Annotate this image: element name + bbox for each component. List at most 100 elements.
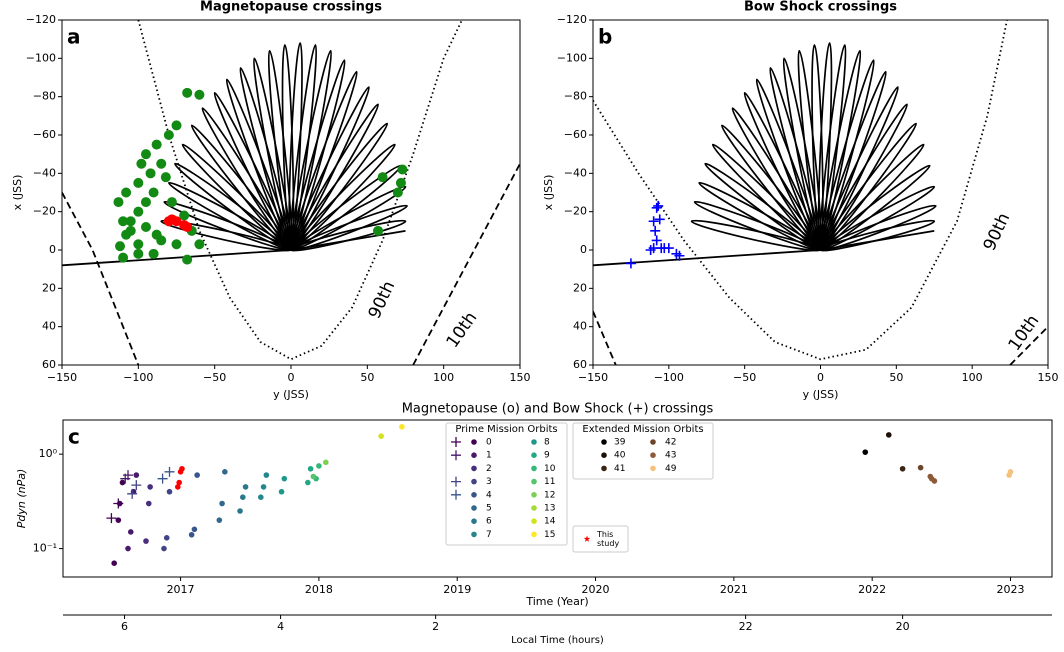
crossing-point [133,472,140,478]
x-axis-label: y (JSS) [273,388,309,401]
y-tick-label: −100 [557,51,587,64]
crossing-marker [121,187,132,198]
legend-label: 5 [486,504,492,514]
crossing-marker [654,214,665,225]
crossing-marker [171,239,182,250]
legend-marker [471,478,477,485]
crossing-point [260,484,267,490]
crossing-marker [182,254,193,265]
x-tick-label: 2020 [582,583,610,596]
crossing-marker [145,168,156,179]
legend-box [572,525,629,553]
boundary-curve [593,20,1008,361]
crossing-point [258,494,264,501]
bow-shock-point [131,480,142,491]
y-tick-label: −120 [26,13,56,26]
legend-title: Extended Mission Orbits [582,424,703,435]
crossing-point [179,465,185,472]
crossing-point [885,432,892,438]
crossing-point [310,473,317,480]
y-tick-label: 40 [42,320,56,333]
legend-plus [451,489,461,500]
x-tick-label: 2017 [167,583,195,596]
legend-label: 41 [614,464,625,474]
x-tick-label: 2022 [858,583,886,596]
legend-label: This study [597,530,620,548]
crossing-marker [674,250,685,261]
y-tick-label: −100 [26,51,56,64]
x-tick-label: −150 [47,371,77,384]
legend-label: 13 [544,504,555,514]
crossing-point [216,517,223,523]
crossing-point [219,500,225,507]
crossing-point [862,449,869,455]
y-axis-label: x (JSS) [11,175,24,211]
crossing-marker [650,225,661,236]
x-tick-label: 150 [510,371,531,384]
trajectory [593,229,935,267]
crossing-point [119,479,126,486]
boundary-label: 90th [980,210,1015,254]
crossing-point [166,488,173,495]
x-axis-label: y (JSS) [803,388,839,401]
bow-shock-point [127,488,138,499]
legend-marker [531,492,537,498]
crossing-point [176,479,182,486]
panel-label: a [67,25,81,49]
crossing-marker [133,177,144,188]
boundary-label: 10th [1005,311,1044,354]
x-tick-label: 100 [962,371,983,384]
crossing-marker [156,158,167,169]
x-tick-label: 2018 [305,583,333,596]
legend-marker [471,492,477,498]
y-tick-label: −60 [33,128,56,141]
legend-label: 3 [486,477,492,487]
crossing-marker [140,222,151,232]
crossing-point [147,484,153,490]
crossing-marker [160,172,171,183]
y-tick-label: −60 [564,128,587,141]
crossing-point [305,479,311,486]
crossing-point [111,560,117,567]
y-tick-label: −40 [33,166,56,179]
x2-tick-label: 20 [896,620,910,633]
legend-label: 8 [544,438,550,448]
y-tick-label: 10⁰ [39,447,58,460]
crossing-marker [118,252,129,263]
crossing-marker [133,239,144,250]
legend-label: 1 [486,451,492,461]
crossing-marker [653,200,664,211]
crossing-point [281,475,288,482]
crossing-point [175,484,181,490]
x-tick-label: 150 [1038,371,1059,384]
crossing-point [1007,469,1014,475]
x-tick-label: 0 [288,371,295,384]
crossing-marker [651,235,662,246]
crossing-marker [651,202,662,213]
plot-frame [592,19,1049,366]
x-tick-label: −150 [578,371,608,384]
crossing-marker [373,225,384,236]
x-tick-label: 50 [889,371,903,384]
x-tick-label: 0 [817,371,824,384]
x-tick-label: −100 [123,371,153,384]
legend-marker [583,535,591,542]
y-tick-label: 0 [49,243,56,256]
x-tick-label: 2023 [997,583,1025,596]
legend-label: 43 [665,451,676,461]
legend-marker [531,478,537,485]
chart-title: Magnetopause (o) and Bow Shock (+) cross… [402,402,714,417]
legend-plus [451,450,461,461]
x-tick-label: 100 [433,371,454,384]
boundary-curve [593,310,1048,365]
crossing-marker [113,197,124,208]
crossing-marker [182,87,193,98]
crossing-marker [136,158,147,169]
crossing-point [931,478,938,484]
y-tick-label: 40 [573,320,587,333]
orbit [289,49,333,251]
crossing-point [194,472,200,478]
crossing-marker [392,187,403,198]
crossing-marker [125,225,136,236]
